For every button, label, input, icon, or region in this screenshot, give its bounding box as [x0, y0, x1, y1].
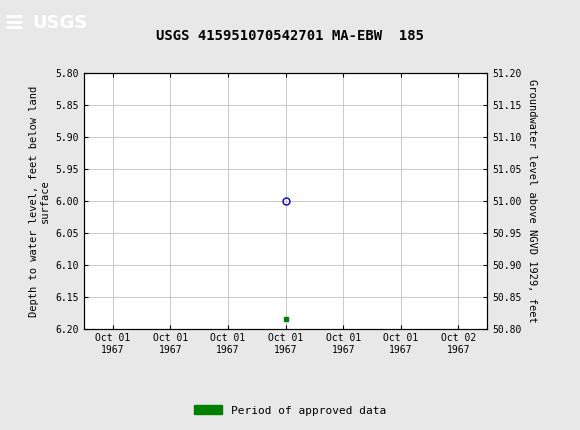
Text: ≡: ≡ [3, 12, 24, 36]
Y-axis label: Groundwater level above NGVD 1929, feet: Groundwater level above NGVD 1929, feet [527, 79, 537, 323]
Y-axis label: Depth to water level, feet below land
surface: Depth to water level, feet below land su… [28, 86, 50, 316]
Text: USGS: USGS [32, 15, 87, 33]
Legend: Period of approved data: Period of approved data [190, 401, 390, 420]
Text: USGS 415951070542701 MA-EBW  185: USGS 415951070542701 MA-EBW 185 [156, 29, 424, 43]
